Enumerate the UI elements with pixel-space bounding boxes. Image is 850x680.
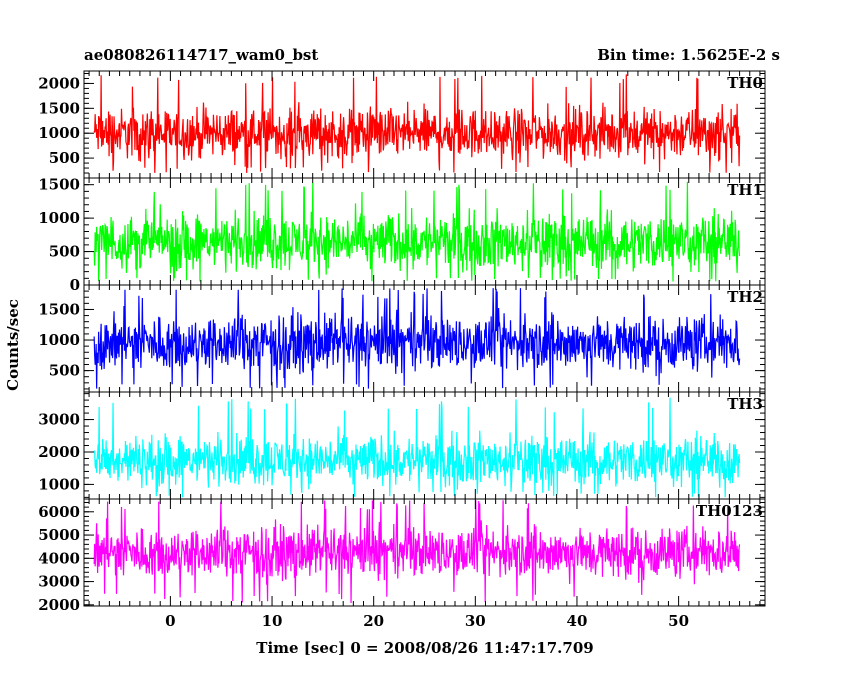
panel-th0123: 2000 3000 4000 5000 6000 TH0123 — [38, 498, 766, 614]
x-tick-label: 40 — [567, 612, 588, 630]
y-tick-label: 3000 — [38, 411, 80, 429]
y-tick-label: 500 — [49, 243, 80, 261]
panel-label: TH2 — [727, 288, 763, 306]
x-tick-label: 10 — [262, 612, 283, 630]
y-tick-label: 500 — [49, 362, 80, 380]
panel-label: TH3 — [727, 395, 763, 413]
series-line-th3 — [93, 397, 741, 498]
series-line-th2 — [93, 288, 741, 389]
y-tick-label: 2000 — [38, 74, 80, 92]
y-tick-label: 5000 — [38, 526, 80, 544]
y-tick-label: 500 — [49, 149, 80, 167]
y-tick-label: 4000 — [38, 549, 80, 567]
y-tick-label: 2000 — [38, 443, 80, 461]
y-tick-label: 1500 — [38, 99, 80, 117]
y-tick-label: 1000 — [38, 475, 80, 493]
x-axis-label: Time [sec] 0 = 2008/08/26 11:47:17.709 — [256, 639, 593, 657]
x-tick-label: 30 — [465, 612, 486, 630]
y-tick-label: 2000 — [38, 596, 80, 614]
panel-th2: 500 1000 1500 TH2 — [38, 284, 766, 393]
series-line-th0123 — [93, 500, 741, 604]
y-tick-label: 1000 — [38, 331, 80, 349]
y-tick-label: 0 — [70, 276, 80, 294]
y-tick-label: 1000 — [38, 124, 80, 142]
y-tick-label: 1500 — [38, 300, 80, 318]
panel-label: TH0123 — [696, 502, 763, 520]
y-axis-label: Counts/sec — [4, 299, 22, 391]
series-line-th0 — [93, 74, 741, 173]
x-tick-label: 20 — [363, 612, 384, 630]
y-tick-label: 3000 — [38, 573, 80, 591]
panel-th3: 1000 2000 3000 TH3 — [38, 391, 766, 500]
y-tick-label: 6000 — [38, 503, 80, 521]
y-tick-label: 1500 — [38, 176, 80, 194]
series-line-th1 — [93, 181, 741, 282]
panel-label: TH1 — [727, 181, 763, 199]
panel-th1: 0 500 1000 1500 TH1 — [38, 176, 766, 294]
chart-title: ae080826114717_wam0_bst — [84, 46, 318, 64]
panel-label: TH0 — [727, 74, 763, 92]
x-tick-label: 0 — [165, 612, 175, 630]
x-tick-label: 50 — [668, 612, 689, 630]
y-tick-label: 1000 — [38, 209, 80, 227]
bin-time-label: Bin time: 1.5625E-2 s — [597, 46, 780, 64]
panel-th0: 500 1000 1500 2000 TH0 — [38, 70, 766, 179]
